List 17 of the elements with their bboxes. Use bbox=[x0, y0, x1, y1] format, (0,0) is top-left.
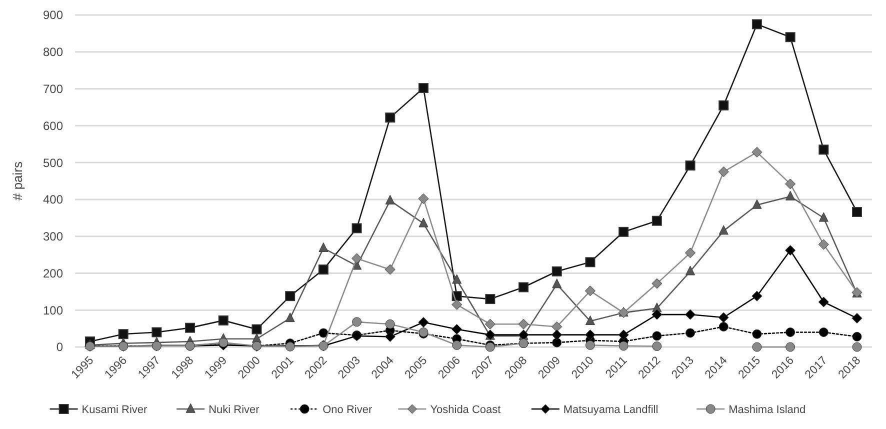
legend-label: Nuki River bbox=[208, 404, 260, 416]
legend-label: Kusami River bbox=[82, 404, 148, 416]
y-axis-title: # pairs bbox=[10, 160, 25, 201]
legend-label: Yoshida Coast bbox=[430, 404, 501, 416]
legend-label: Mashima Island bbox=[728, 404, 806, 416]
y-tick-label: 100 bbox=[42, 303, 64, 318]
y-tick-label: 400 bbox=[42, 192, 64, 207]
y-tick-label: 500 bbox=[42, 156, 64, 170]
y-tick-label: 800 bbox=[42, 45, 64, 60]
y-tick-label: 600 bbox=[42, 118, 64, 133]
y-tick-label: 900 bbox=[42, 8, 64, 22]
y-tick-label: 700 bbox=[42, 82, 64, 96]
y-tick-label: 300 bbox=[42, 230, 64, 244]
legend-label: Matsuyama Landfill bbox=[563, 404, 658, 416]
y-tick-label: 0 bbox=[56, 340, 64, 354]
legend-label: Ono River bbox=[322, 404, 372, 416]
y-tick-label: 200 bbox=[42, 266, 64, 280]
